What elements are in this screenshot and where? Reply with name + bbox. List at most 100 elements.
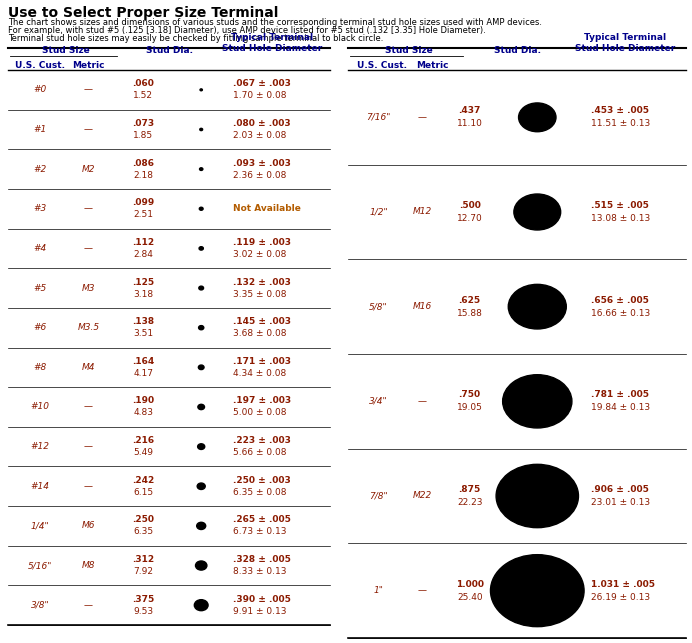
- Text: .223 ± .003: .223 ± .003: [233, 436, 291, 445]
- Text: 6.35 ± 0.08: 6.35 ± 0.08: [233, 488, 287, 497]
- Text: 1.000: 1.000: [455, 580, 484, 589]
- Text: —: —: [84, 125, 93, 134]
- Text: 3.35 ± 0.08: 3.35 ± 0.08: [233, 289, 287, 298]
- Ellipse shape: [197, 483, 206, 489]
- Text: .437: .437: [459, 106, 481, 115]
- Ellipse shape: [491, 555, 584, 627]
- Text: 1.85: 1.85: [133, 131, 154, 140]
- Text: .242: .242: [132, 476, 154, 485]
- Text: .216: .216: [132, 436, 154, 445]
- Text: 1.031 ± .005: 1.031 ± .005: [592, 580, 655, 589]
- Text: .390 ± .005: .390 ± .005: [233, 595, 291, 604]
- Text: .875: .875: [459, 485, 481, 494]
- Text: .125: .125: [132, 278, 154, 287]
- Text: U.S. Cust.: U.S. Cust.: [357, 60, 407, 69]
- Text: Terminal stud hole sizes may easily be checked by fitting sample terminal to bla: Terminal stud hole sizes may easily be c…: [8, 34, 383, 43]
- Text: #1: #1: [34, 125, 47, 134]
- Text: #8: #8: [34, 363, 47, 372]
- Text: .132 ± .003: .132 ± .003: [233, 278, 291, 287]
- Text: #6: #6: [34, 323, 47, 332]
- Text: 15.88: 15.88: [457, 309, 482, 318]
- Text: 3.18: 3.18: [133, 289, 154, 298]
- Text: 2.36 ± 0.08: 2.36 ± 0.08: [233, 170, 286, 179]
- Ellipse shape: [199, 286, 203, 290]
- Text: .112: .112: [132, 238, 154, 247]
- Text: .060: .060: [132, 79, 154, 88]
- Text: 2.03 ± 0.08: 2.03 ± 0.08: [233, 131, 286, 140]
- Text: M22: M22: [412, 491, 432, 500]
- Text: .138: .138: [132, 317, 154, 326]
- Text: —: —: [84, 244, 93, 253]
- Text: .190: .190: [132, 397, 154, 406]
- Text: 2.18: 2.18: [134, 170, 153, 179]
- Ellipse shape: [198, 404, 205, 410]
- Text: —: —: [418, 113, 427, 122]
- Text: 26.19 ± 0.13: 26.19 ± 0.13: [592, 593, 650, 602]
- Ellipse shape: [194, 600, 208, 611]
- Text: 6.35: 6.35: [133, 527, 154, 536]
- Text: M12: M12: [412, 208, 432, 217]
- Text: .312: .312: [132, 555, 154, 564]
- Text: 1.52: 1.52: [134, 91, 153, 100]
- Text: #12: #12: [30, 442, 50, 451]
- Text: .099: .099: [132, 198, 154, 207]
- Text: .750: .750: [459, 390, 481, 399]
- Text: #0: #0: [34, 86, 47, 95]
- Text: 22.23: 22.23: [457, 498, 482, 507]
- Text: .171 ± .003: .171 ± .003: [233, 357, 291, 366]
- Text: Stud Size: Stud Size: [42, 46, 90, 55]
- Text: #2: #2: [34, 165, 47, 174]
- Text: 1/4": 1/4": [31, 521, 50, 530]
- Text: —: —: [418, 397, 427, 406]
- Text: 23.01 ± 0.13: 23.01 ± 0.13: [592, 498, 650, 507]
- Text: 12.70: 12.70: [457, 214, 482, 223]
- Ellipse shape: [199, 247, 203, 250]
- Text: #4: #4: [34, 244, 47, 253]
- Text: 25.40: 25.40: [457, 593, 482, 602]
- Text: 1": 1": [374, 586, 383, 595]
- Text: .197 ± .003: .197 ± .003: [233, 397, 291, 406]
- Text: .375: .375: [132, 595, 154, 604]
- Ellipse shape: [514, 194, 561, 230]
- Text: .265 ± .005: .265 ± .005: [233, 516, 291, 525]
- Text: 4.34 ± 0.08: 4.34 ± 0.08: [233, 369, 286, 378]
- Text: Not Available: Not Available: [233, 204, 301, 213]
- Ellipse shape: [197, 522, 206, 529]
- Text: 7/16": 7/16": [366, 113, 390, 122]
- Ellipse shape: [502, 375, 572, 428]
- Text: —: —: [84, 482, 93, 491]
- Text: 5/16": 5/16": [28, 561, 53, 570]
- Ellipse shape: [198, 444, 205, 449]
- Text: .073: .073: [132, 119, 154, 128]
- Ellipse shape: [200, 129, 203, 131]
- Ellipse shape: [496, 464, 579, 528]
- Text: .080 ± .003: .080 ± .003: [233, 119, 291, 128]
- Text: M6: M6: [82, 521, 95, 530]
- Text: .119 ± .003: .119 ± .003: [233, 238, 291, 247]
- Text: Stud Dia.: Stud Dia.: [493, 46, 540, 55]
- Text: .906 ± .005: .906 ± .005: [592, 485, 649, 494]
- Text: M3.5: M3.5: [78, 323, 100, 332]
- Text: 4.17: 4.17: [134, 369, 153, 378]
- Text: M8: M8: [82, 561, 95, 570]
- Text: .250: .250: [132, 516, 154, 525]
- Text: .625: .625: [459, 296, 481, 305]
- Ellipse shape: [199, 365, 204, 370]
- Text: U.S. Cust.: U.S. Cust.: [15, 60, 65, 69]
- Text: 1/2": 1/2": [369, 208, 388, 217]
- Text: 6.15: 6.15: [133, 488, 154, 497]
- Text: .515 ± .005: .515 ± .005: [592, 201, 649, 210]
- Text: 13.08 ± 0.13: 13.08 ± 0.13: [592, 214, 650, 223]
- Text: 7.92: 7.92: [134, 567, 153, 576]
- Text: 3.68 ± 0.08: 3.68 ± 0.08: [233, 329, 287, 338]
- Text: .453 ± .005: .453 ± .005: [592, 106, 649, 115]
- Text: —: —: [84, 601, 93, 610]
- Text: 11.51 ± 0.13: 11.51 ± 0.13: [592, 120, 650, 129]
- Text: .328 ± .005: .328 ± .005: [233, 555, 291, 564]
- Text: #14: #14: [30, 482, 50, 491]
- Text: 5/8": 5/8": [369, 302, 388, 311]
- Text: 9.53: 9.53: [133, 607, 154, 616]
- Text: 3.02 ± 0.08: 3.02 ± 0.08: [233, 250, 286, 259]
- Text: —: —: [84, 204, 93, 213]
- Text: Stud Dia.: Stud Dia.: [145, 46, 192, 55]
